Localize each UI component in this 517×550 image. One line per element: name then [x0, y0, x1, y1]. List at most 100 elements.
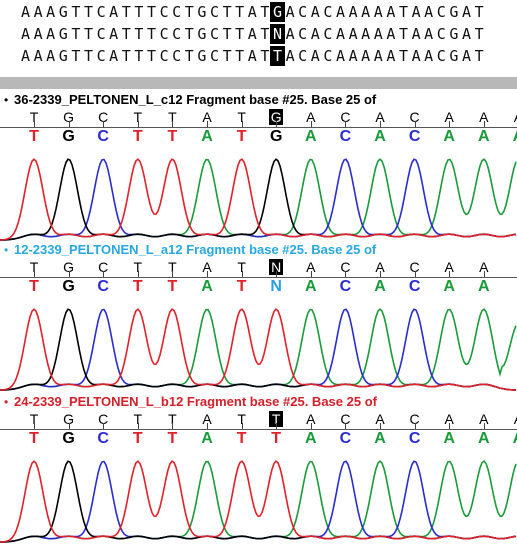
ruler-tick [345, 121, 347, 127]
sequence-base: T [121, 25, 131, 43]
sequence-base: C [436, 3, 446, 21]
base-call: T [132, 128, 143, 145]
ruler-base: A [375, 259, 385, 275]
sequence-base: G [58, 25, 68, 43]
sequence-base: C [172, 25, 182, 43]
chromatogram-panel-1: • 36-2339_PELTONEN_L_c12 Fragment base #2… [0, 91, 517, 241]
ruler-tick [380, 121, 381, 127]
base-call: A [201, 430, 213, 447]
sequence-base: T [146, 3, 157, 21]
sequence-base: T [235, 25, 245, 43]
sequence-base: G [449, 25, 459, 43]
chromatogram-trace [0, 460, 517, 543]
ruler-tick [276, 121, 278, 127]
panel-bullet: • [4, 395, 9, 409]
ruler-base: T [237, 411, 246, 427]
base-call: T [236, 430, 247, 447]
ruler-base: A [306, 411, 316, 427]
base-call: C [339, 430, 352, 447]
sequence-base: C [209, 25, 220, 43]
ruler-base: A [479, 259, 489, 275]
sequence-base: A [33, 47, 43, 65]
sequence-base: T [398, 25, 409, 43]
ruler-tick [310, 121, 312, 127]
ruler-tick [483, 271, 485, 277]
base-call: T [29, 128, 39, 145]
ruler-base: C [98, 109, 109, 125]
sequence-base: A [361, 25, 371, 43]
sequence-base: A [46, 47, 56, 65]
ruler-base: A [511, 109, 517, 125]
base-call: A [374, 128, 386, 145]
sequence-base: A [247, 47, 257, 65]
base-call: C [339, 278, 352, 295]
ruler-base: T [168, 411, 177, 427]
sequence-base: A [373, 47, 383, 65]
base-call: T [167, 128, 178, 145]
sequence-base: A [310, 25, 320, 43]
base-call: N [270, 278, 282, 295]
sequence-base: T [260, 47, 270, 65]
sequence-base: A [310, 3, 320, 21]
sequence-base: A [109, 3, 119, 21]
ruler-tick [241, 271, 243, 277]
base-call: T [132, 430, 143, 447]
sequence-base: A [33, 3, 43, 21]
ruler-tick [449, 121, 451, 127]
sequence-base: G [197, 47, 207, 65]
trace-a [0, 460, 517, 543]
sequence-base: A [373, 3, 383, 21]
sequence-base: T [474, 47, 484, 65]
sequence-base: C [172, 3, 182, 21]
ruler-tick [241, 121, 243, 127]
sequence-base: T [71, 47, 81, 65]
ruler-base: T [133, 411, 143, 427]
sequence-base: A [247, 25, 257, 43]
base-call: A [443, 128, 455, 145]
sequence-base: A [335, 25, 346, 43]
base-call: A [478, 128, 490, 145]
divider-bar [0, 77, 517, 89]
sequence-base: A [424, 47, 434, 65]
sequence-base: T [83, 47, 94, 65]
sequence-base: T [121, 3, 131, 21]
ruler-tick [380, 271, 381, 277]
base-call: T [271, 430, 282, 447]
ruler-tick [449, 423, 451, 429]
ruler-base: T [29, 259, 39, 275]
chromatogram-panel-3: • 24-2339_PELTONEN_L_b12 Fragment base #2… [0, 393, 517, 543]
ruler-base: T [29, 109, 39, 125]
sequence-base: A [348, 47, 358, 65]
sequence-base: G [58, 47, 68, 65]
sequence-base: C [323, 3, 333, 21]
sequence-base: C [96, 3, 106, 21]
base-call: C [408, 430, 421, 447]
sequence-base: T [235, 47, 245, 65]
base-call: G [62, 430, 75, 447]
highlighted-ruler-base: T [269, 411, 284, 427]
ruler-base: G [63, 109, 75, 125]
sequence-base: A [348, 3, 358, 21]
sequence-base: A [373, 25, 383, 43]
sequence-base: C [298, 47, 308, 65]
highlighted-base: N [270, 24, 285, 44]
ruler-base: C [340, 109, 351, 125]
base-call: C [408, 128, 421, 145]
sequence-base: A [386, 47, 396, 65]
ruler-tick [414, 271, 416, 277]
sequence-base: G [197, 25, 207, 43]
highlighted-ruler-base: N [269, 259, 284, 275]
base-call: A [305, 128, 317, 145]
base-call: A [305, 430, 317, 447]
sequence-base: A [20, 3, 31, 21]
sequence-base: A [20, 25, 31, 43]
sequence-base: A [285, 47, 295, 65]
sequence-base: T [398, 3, 409, 21]
ruler-tick [103, 121, 105, 127]
sequence-base: T [260, 3, 270, 21]
ruler-base: G [63, 411, 75, 427]
panel-bullet: • [4, 243, 9, 257]
